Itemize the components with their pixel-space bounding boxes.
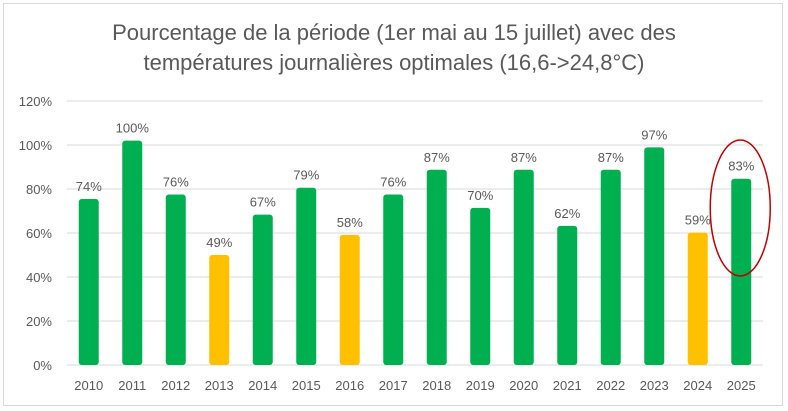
bar-2015 <box>296 187 317 365</box>
x-tick-label: 2011 <box>118 378 146 393</box>
bar-2014 <box>252 214 273 365</box>
chart-title-line-1: Pourcentage de la période (1er mai au 15… <box>112 20 676 45</box>
bar-2019 <box>470 207 491 365</box>
x-tick-label: 2010 <box>74 378 103 393</box>
bar-2022 <box>600 169 621 365</box>
data-label-2017: 76% <box>380 174 406 189</box>
x-tick-label: 2016 <box>335 378 364 393</box>
data-label-2019: 70% <box>467 188 493 203</box>
bar-2012 <box>165 194 186 365</box>
data-label-2012: 76% <box>163 174 189 189</box>
x-tick-label: 2018 <box>422 378 451 393</box>
bar-2010 <box>78 198 99 365</box>
data-label-2023: 97% <box>641 127 667 142</box>
bar-2016 <box>339 234 360 365</box>
x-tick-label: 2021 <box>553 378 582 393</box>
highlight-ellipse-2025 <box>709 139 771 277</box>
y-tick-label: 40% <box>26 270 52 285</box>
x-tick-label: 2019 <box>466 378 495 393</box>
bar-2018 <box>426 169 447 365</box>
data-label-2025: 83% <box>728 159 754 174</box>
bar-2017 <box>383 194 404 365</box>
x-tick-label: 2022 <box>596 378 625 393</box>
bar-2021 <box>557 225 578 365</box>
data-label-2020: 87% <box>511 150 537 165</box>
x-axis-ticks: 2010 2011 2012 2013 2014 2015 2016 2017 2018 2019… <box>74 378 755 393</box>
data-label-2018: 87% <box>424 150 450 165</box>
y-tick-label: 80% <box>26 182 52 197</box>
x-tick-label: 2014 <box>248 378 277 393</box>
y-tick-label: 100% <box>19 138 53 153</box>
x-tick-label: 2012 <box>161 378 190 393</box>
y-tick-label: 20% <box>26 314 52 329</box>
chart-title-line-2: températures journalières optimales (16,… <box>143 50 645 75</box>
bar-2020 <box>513 169 534 365</box>
data-labels: 74% 100% 76% 49% 67% 79% 58% 76% 87% 70% 87% 62% 87%… <box>76 121 755 250</box>
y-tick-label: 0% <box>33 358 52 373</box>
data-label-2013: 49% <box>206 235 232 250</box>
y-tick-label: 120% <box>19 94 53 109</box>
bar-2011 <box>122 140 143 365</box>
bar-2023 <box>644 147 665 365</box>
data-label-2014: 67% <box>250 195 276 210</box>
bars <box>78 140 752 365</box>
data-label-2010: 74% <box>76 179 102 194</box>
chart-title: Pourcentage de la période (1er mai au 15… <box>0 18 788 78</box>
x-tick-label: 2013 <box>205 378 234 393</box>
data-label-2024: 59% <box>685 213 711 228</box>
bar-2013 <box>209 255 230 365</box>
data-label-2022: 87% <box>598 150 624 165</box>
x-tick-label: 2015 <box>292 378 321 393</box>
x-tick-label: 2024 <box>683 378 712 393</box>
x-tick-label: 2017 <box>379 378 408 393</box>
bar-2025 <box>731 178 752 365</box>
y-tick-label: 60% <box>26 226 52 241</box>
annotations <box>709 139 771 277</box>
x-tick-label: 2023 <box>640 378 669 393</box>
x-tick-label: 2020 <box>509 378 538 393</box>
data-label-2011: 100% <box>116 121 150 136</box>
data-label-2021: 62% <box>554 206 580 221</box>
x-tick-label: 2025 <box>727 378 756 393</box>
data-label-2016: 58% <box>337 215 363 230</box>
data-label-2015: 79% <box>293 168 319 183</box>
bar-2024 <box>687 232 708 365</box>
y-axis-ticks: 0% 20% 40% 60% 80% 100% 120% <box>19 94 53 373</box>
